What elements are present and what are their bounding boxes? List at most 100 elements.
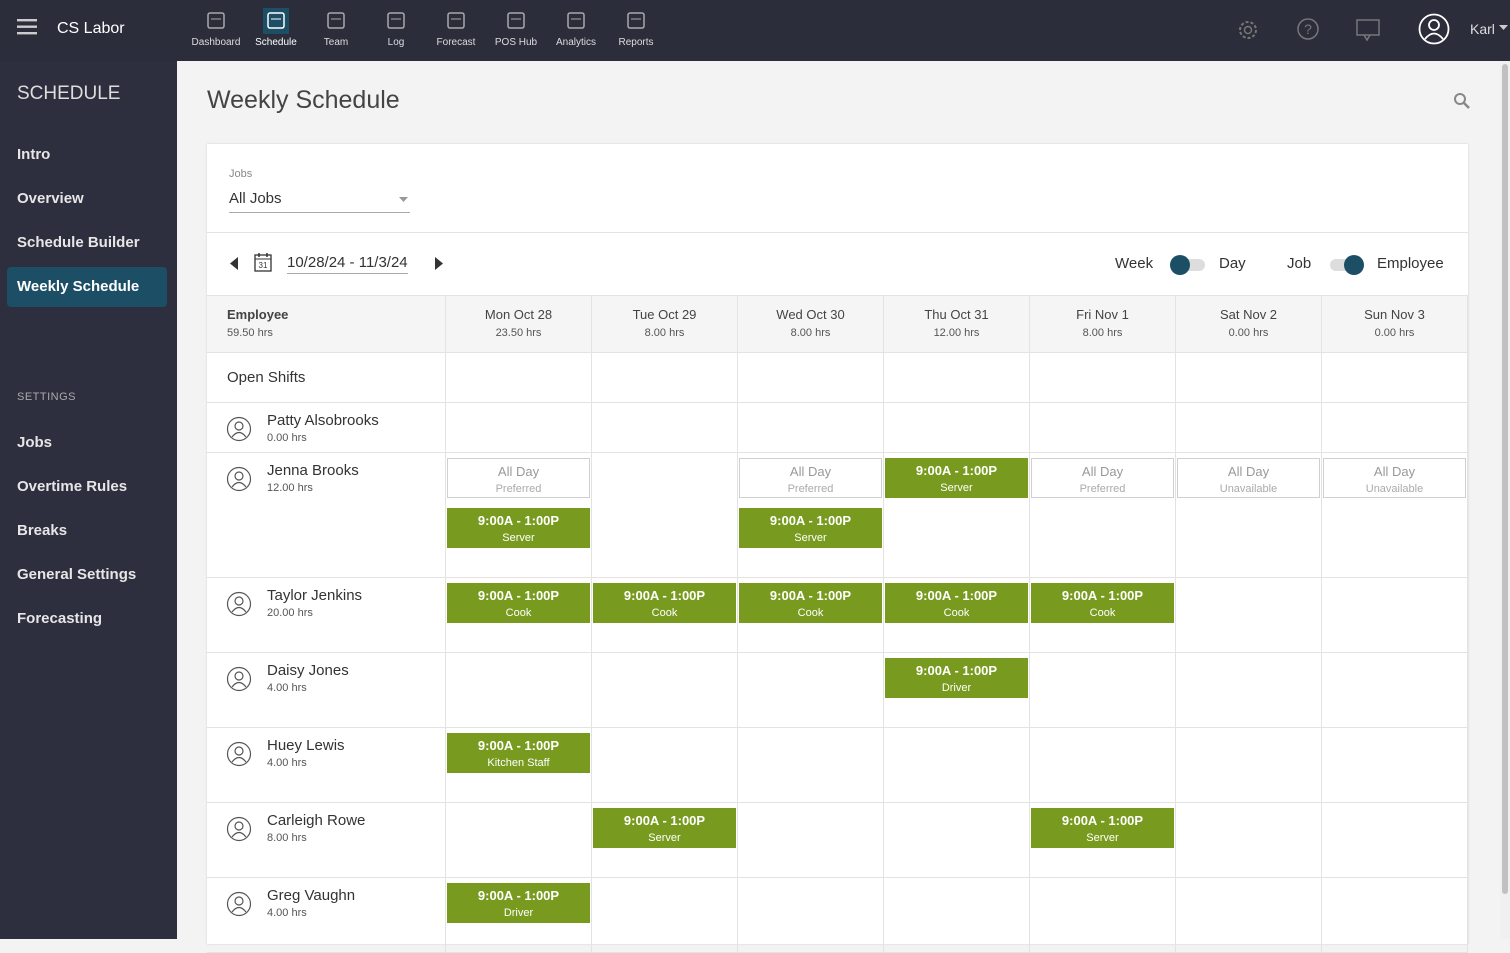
shift-block[interactable]: 9:00A - 1:00P Cook [593,583,736,623]
day-cell [592,878,738,953]
sidebar-item[interactable]: Schedule Builder [17,234,140,251]
sidebar-item[interactable]: Overtime Rules [17,478,128,495]
week-day-toggle[interactable] [1169,254,1207,276]
employee-name[interactable]: Carleigh Rowe [267,812,366,829]
nav-item[interactable]: POS Hub [486,6,546,56]
nav-item[interactable]: Dashboard [186,6,246,56]
shift-role: Kitchen Staff [487,757,550,769]
shift-time: 9:00A - 1:00P [769,588,852,603]
help-icon[interactable]: ? [1296,17,1320,41]
chat-icon[interactable] [1356,18,1380,42]
page-title: Weekly Schedule [207,86,400,114]
sidebar-item[interactable]: Weekly Schedule [7,267,167,307]
toggle-label[interactable]: Job [1287,255,1312,272]
shift-block[interactable]: 9:00A - 1:00P Server [1031,808,1174,848]
open-shift-cell [1322,353,1468,403]
day-hours: 23.50 hrs [495,327,542,339]
nav-item[interactable]: Log [366,6,426,56]
day-cell: 9:00A - 1:00P Driver [446,878,592,953]
svg-text:?: ? [1304,21,1312,37]
shift-block[interactable]: 9:00A - 1:00P Server [447,508,590,548]
sidebar-item[interactable]: Overview [17,190,84,207]
shift-block[interactable]: 9:00A - 1:00P Server [885,458,1028,498]
toggle-label[interactable]: Week [1115,255,1154,272]
day-cell [884,878,1030,953]
shift-block[interactable]: 9:00A - 1:00P Driver [447,883,590,923]
shift-block[interactable]: 9:00A - 1:00P Server [593,808,736,848]
day-cell [738,653,884,728]
nav-item[interactable]: Schedule [246,6,306,56]
shift-block[interactable]: 9:00A - 1:00P Cook [885,583,1028,623]
sidebar-item[interactable]: General Settings [17,566,137,583]
employee-name[interactable]: Patty Alsobrooks [267,412,379,429]
sidebar-item[interactable]: Forecasting [17,610,103,627]
shift-time: 9:00A - 1:00P [477,588,560,603]
shift-block[interactable]: 9:00A - 1:00P Driver [885,658,1028,698]
shift-time: 9:00A - 1:00P [623,813,706,828]
employee-hours: 4.00 hrs [267,757,307,769]
day-header: Mon Oct 28 23.50 hrs [446,296,592,353]
toggle-label[interactable]: Employee [1377,255,1444,272]
availability-note: Unavailable [1219,483,1278,495]
settings-icon[interactable] [1236,18,1260,42]
day-cell: 9:00A - 1:00P Server [1030,803,1176,878]
next-week[interactable] [435,257,443,270]
employee-name[interactable]: Greg Vaughn [267,887,356,904]
toggle-label[interactable]: Day [1219,255,1246,272]
nav-item[interactable]: Forecast [426,6,486,56]
jobs-select[interactable]: All Jobs [229,190,410,213]
shift-block[interactable]: 9:00A - 1:00P Server [739,508,882,548]
day-cell [1030,728,1176,803]
job-employee-toggle[interactable] [1328,254,1366,276]
shift-block[interactable]: 9:00A - 1:00P Cook [447,583,590,623]
employee-name[interactable]: Huey Lewis [267,737,345,754]
user-avatar[interactable] [1418,13,1450,45]
day-cell [1030,403,1176,453]
nav-item[interactable]: Reports [606,6,666,56]
nav-label: Log [387,37,405,48]
employee-hours: 20.00 hrs [267,607,313,619]
shift-role: Server [794,532,827,544]
shift-role: Cook [651,607,678,619]
shift-role: Server [1086,832,1119,844]
sidebar: SCHEDULE SETTINGS Intro Overview Schedule … [0,61,177,939]
nav-icon [567,12,585,29]
shift-time: 9:00A - 1:00P [1061,588,1144,603]
prev-week[interactable] [230,257,238,270]
employee-hours: 4.00 hrs [267,907,307,919]
open-shift-cell [884,353,1030,403]
shift-block[interactable]: 9:00A - 1:00P Cook [739,583,882,623]
nav-item[interactable]: Analytics [546,6,606,56]
availability-title: All Day [789,464,832,479]
shift-block[interactable]: 9:00A - 1:00P Kitchen Staff [447,733,590,773]
date-range[interactable]: 10/28/24 - 11/3/24 [287,254,408,274]
day-cell [1176,578,1322,653]
open-shift-cell [592,353,738,403]
nav-icon [507,12,525,29]
day-cell: All Day Preferred 9:00A - 1:00P Server [446,453,592,578]
user-name[interactable]: Karl [1470,21,1495,37]
shift-block[interactable]: 9:00A - 1:00P Cook [1031,583,1174,623]
day-cell [592,403,738,453]
day-cell [738,728,884,803]
employee-name[interactable]: Taylor Jenkins [267,587,363,604]
sidebar-item[interactable]: Breaks [17,522,68,539]
employee-name[interactable]: Daisy Jones [267,662,349,679]
header-hours: 59.50 hrs [227,327,273,339]
search-icon[interactable] [1453,92,1471,110]
availability-note: Preferred [787,483,834,495]
avatar [226,891,252,917]
day-cell [1322,578,1468,653]
calendar-icon[interactable]: 31 [254,252,272,272]
menu-icon[interactable] [17,19,37,35]
day-cell [1176,878,1322,953]
shift-role: Driver [503,907,534,919]
day-cell [1030,653,1176,728]
employee-name[interactable]: Jenna Brooks [267,462,359,479]
nav-item[interactable]: Team [306,6,366,56]
day-cell [592,653,738,728]
nav-label: Forecast [436,37,476,48]
sidebar-item[interactable]: Jobs [17,434,53,451]
sidebar-item[interactable]: Intro [17,146,51,163]
